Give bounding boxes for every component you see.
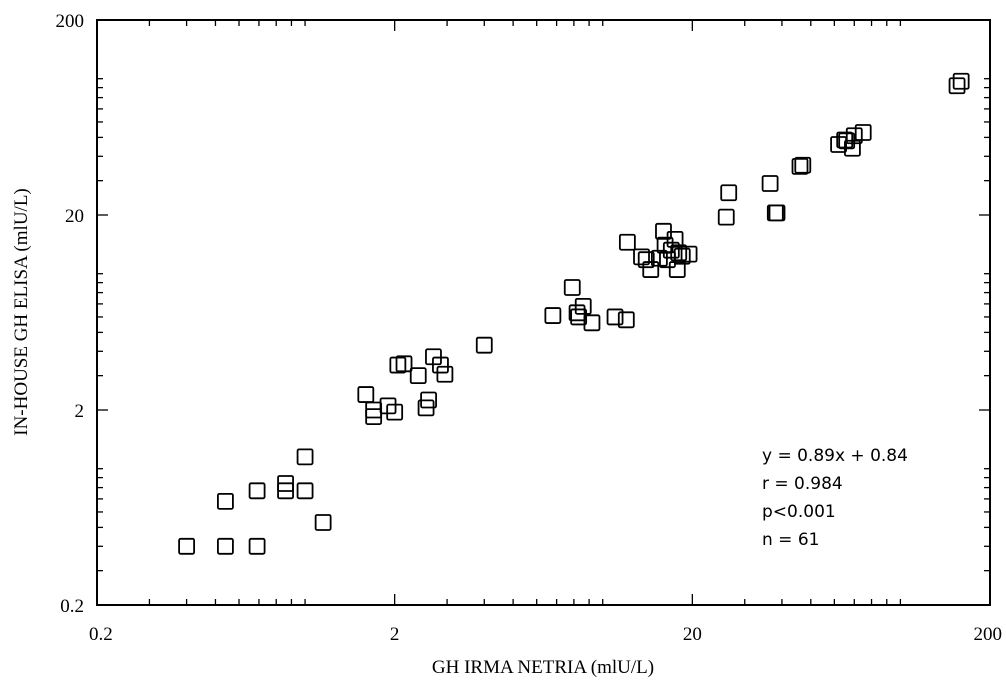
data-point — [668, 261, 686, 278]
x-tick-label: 200 — [974, 624, 1003, 645]
x-tick-label: 20 — [683, 624, 702, 645]
data-point — [217, 537, 234, 555]
data-point — [794, 156, 812, 174]
data-point — [395, 355, 413, 373]
data-point — [633, 248, 650, 266]
data-point — [386, 403, 404, 421]
data-point — [844, 139, 861, 157]
data-point — [768, 204, 786, 222]
y-tick-label: 0.2 — [60, 596, 84, 617]
data-point — [178, 537, 196, 555]
data-point — [606, 308, 624, 326]
data-point — [637, 251, 655, 269]
data-point — [717, 208, 735, 226]
data-point — [389, 356, 407, 374]
data-point — [248, 537, 266, 555]
data-point — [563, 279, 581, 296]
data-point — [568, 304, 586, 322]
x-tick-label: 0.2 — [89, 624, 113, 645]
data-point — [666, 230, 684, 248]
data-point — [761, 175, 779, 192]
data-point — [574, 297, 592, 315]
annotation-line: p<0.001 — [762, 502, 836, 522]
data-point — [845, 127, 863, 145]
tick-labels: 0.2 2 20 200 0.2 2 20 200 — [56, 11, 1003, 645]
y-tick-label: 2 — [75, 401, 85, 422]
data-point — [296, 482, 314, 500]
data-point — [436, 365, 454, 383]
data-point — [357, 386, 375, 403]
data-point — [791, 158, 809, 175]
data-point — [948, 77, 966, 95]
data-point — [670, 244, 688, 262]
data-point — [544, 307, 562, 324]
data-point — [217, 492, 234, 510]
data-point — [365, 408, 383, 426]
annotation-line: r = 0.984 — [762, 474, 843, 494]
y-axis-title: IN-HOUSE GH ELISA (mlU/L) — [11, 188, 32, 436]
data-point — [854, 124, 872, 141]
regression-annotation: y = 0.89x + 0.84 r = 0.984 p<0.001 n = 61 — [762, 446, 908, 550]
annotation-line: y = 0.89x + 0.84 — [762, 446, 908, 466]
data-point — [248, 482, 266, 500]
data-point — [720, 184, 738, 202]
data-point — [475, 336, 493, 354]
annotation-line: n = 61 — [762, 530, 819, 550]
data-points — [178, 72, 970, 555]
y-tick-label: 200 — [56, 11, 85, 32]
plot-frame — [96, 19, 991, 606]
data-point — [314, 514, 332, 531]
data-point — [680, 245, 698, 263]
data-point — [296, 448, 314, 466]
data-point — [642, 261, 660, 278]
x-tick-label: 2 — [390, 624, 400, 645]
y-tick-label: 20 — [65, 206, 84, 227]
data-point — [409, 367, 427, 385]
axis-ticks — [97, 20, 990, 605]
data-point — [420, 391, 437, 409]
data-point — [277, 475, 294, 492]
data-point — [952, 72, 970, 90]
x-axis-title: GH IRMA NETRIA (mlU/L) — [432, 657, 654, 678]
data-point — [617, 311, 635, 329]
data-point — [618, 233, 636, 251]
data-point — [583, 314, 601, 332]
data-point — [570, 308, 588, 326]
data-point — [432, 356, 449, 374]
